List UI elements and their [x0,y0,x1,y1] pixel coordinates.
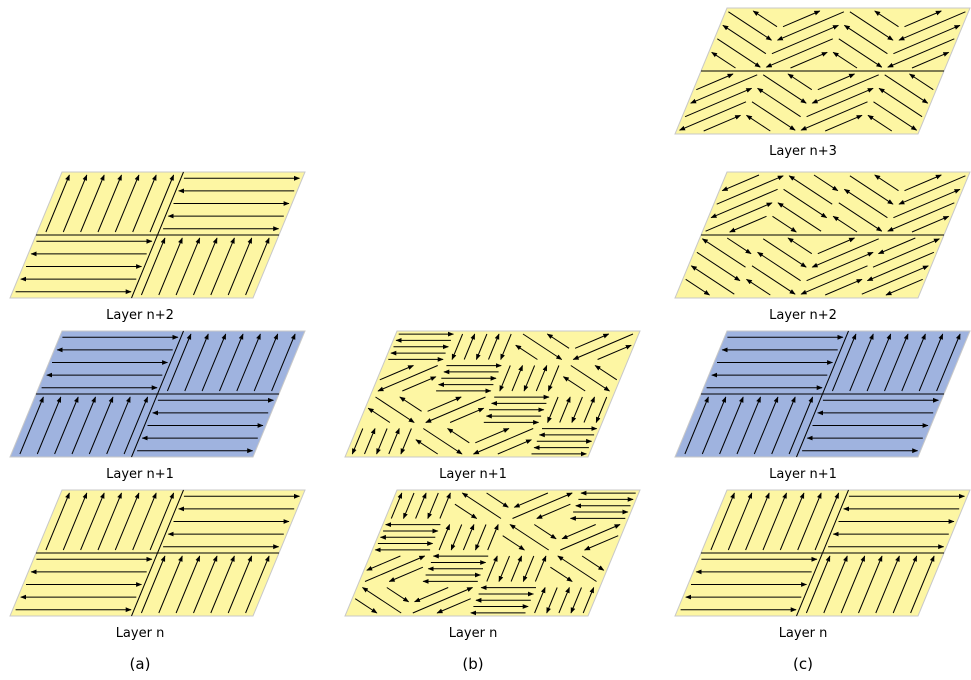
figure: Layer n+2Layer n+1Layer n(a)Layer n+1Lay… [0,0,971,680]
panel: Layer n+2 Layer n+1 Layer n (a) [10,172,305,673]
panel-label: (a) [130,655,151,673]
panel: Layer n+1 Layer n (b) [345,331,640,673]
layer-label: Layer n [116,626,165,641]
panel-label: (b) [462,655,483,673]
layer-shape [345,490,640,616]
layer-label: Layer n [449,626,498,641]
layer-label: Layer n+3 [769,144,837,159]
panel: Layer n+3 Layer n+2 Layer n+1 Layer n (c) [675,8,970,673]
layer-label: Layer n+2 [769,308,837,323]
layer-label: Layer n+1 [439,467,507,482]
layer-label: Layer n+2 [106,308,174,323]
layer-label: Layer n+1 [769,467,837,482]
layer-label: Layer n [779,626,828,641]
layer-label: Layer n+1 [106,467,174,482]
panel-label: (c) [793,655,813,673]
